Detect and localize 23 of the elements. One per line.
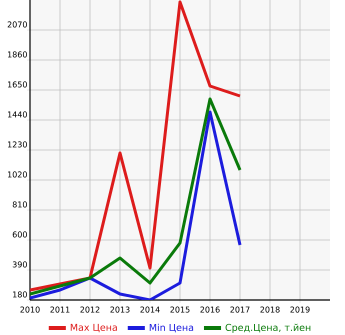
y-tick-label: 1650	[8, 81, 27, 88]
y-tick-label: 1230	[8, 141, 27, 148]
y-tick-label: 180	[13, 291, 27, 298]
legend-label: Min Цена	[150, 324, 194, 332]
y-tick-label: 1020	[8, 171, 27, 178]
y-tick-label: 390	[12, 261, 27, 268]
x-tick-label: 2016	[200, 306, 220, 313]
y-tick-label: 600	[12, 231, 27, 238]
y-tick-label: 2070	[8, 21, 27, 28]
legend-label: Сред.Цена, т.йен	[226, 324, 310, 333]
x-tick-label: 2014	[140, 306, 160, 313]
y-tick-label: 1860	[8, 51, 27, 58]
x-tick-label: 2019	[290, 306, 310, 313]
x-tick-label: 2011	[50, 306, 70, 313]
x-tick-label: 2012	[80, 306, 100, 313]
x-tick-label: 2017	[230, 306, 250, 313]
x-tick-label: 2010	[20, 306, 40, 313]
legend-label: Max Цена	[70, 324, 117, 332]
x-tick-label: 2015	[170, 306, 190, 313]
x-tick-label: 2013	[110, 306, 130, 313]
x-tick-label: 2018	[260, 306, 280, 313]
y-tick-label: 810	[12, 201, 27, 208]
y-tick-label: 1440	[8, 111, 27, 118]
